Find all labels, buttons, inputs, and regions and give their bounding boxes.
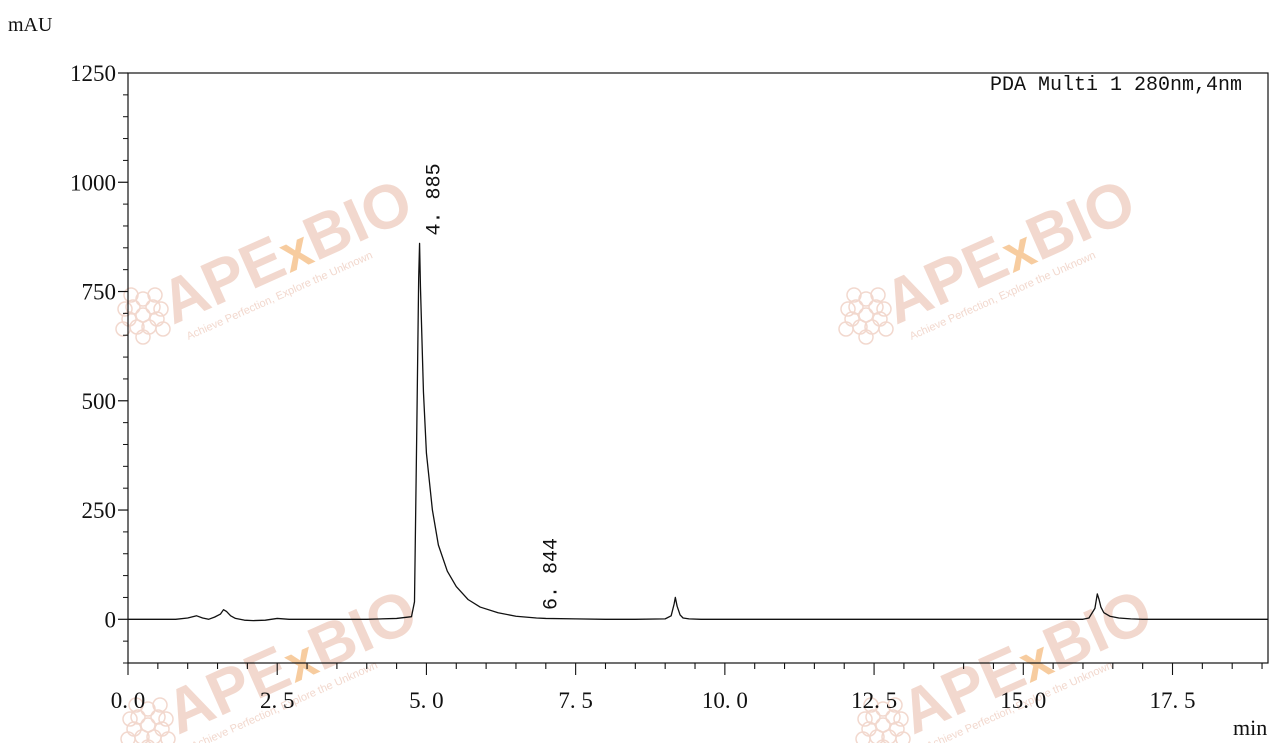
x-tick-label: 12. 5: [851, 688, 897, 713]
y-tick-label: 500: [82, 389, 117, 414]
x-tick-label: 5. 0: [409, 688, 444, 713]
axes: 0 250 500 750 1000 1250 0. 0 2. 5 5. 0 7. 5 10. 0 1…: [70, 61, 1269, 713]
watermark-brand-text: APExBIO: [891, 576, 1163, 743]
y-tick-label: 750: [82, 280, 117, 305]
watermark-cluster-icon: [115, 287, 171, 345]
y-axis-unit-label: mAU: [8, 14, 53, 36]
y-tick-label: 250: [82, 498, 117, 523]
x-tick-label: 10. 0: [702, 688, 748, 713]
series-layer: [128, 242, 1268, 622]
x-tick-label: 2. 5: [260, 688, 295, 713]
detector-legend: PDA Multi 1 280nm,4nm: [990, 74, 1243, 97]
watermark-cluster-icon: [838, 287, 894, 345]
plot-frame: [127, 72, 1269, 664]
watermark-brand-text: APExBIO: [156, 576, 428, 743]
x-axis-unit-label: min: [1233, 715, 1268, 740]
peak-retention-label: 4. 885: [424, 163, 447, 235]
x-tick-label: 17. 5: [1150, 688, 1196, 713]
y-tick-label: 1250: [70, 61, 116, 86]
watermark-cluster-icon: [120, 697, 176, 743]
y-tick-label: 0: [105, 607, 117, 632]
x-tick-label: 15. 0: [1000, 688, 1046, 713]
watermark-brand-text: APExBIO: [874, 166, 1146, 337]
chromatogram-trace: [128, 242, 1268, 622]
x-tick-label: 7. 5: [558, 688, 593, 713]
watermark-cluster-icon: [855, 697, 911, 743]
watermark-brand-text: APExBIO: [151, 166, 423, 337]
peak-labels: 4. 885 6. 844: [424, 163, 564, 610]
x-tick-label: 0. 0: [111, 688, 146, 713]
y-tick-label: 1000: [70, 170, 116, 195]
peak-retention-label: 6. 844: [540, 538, 563, 610]
